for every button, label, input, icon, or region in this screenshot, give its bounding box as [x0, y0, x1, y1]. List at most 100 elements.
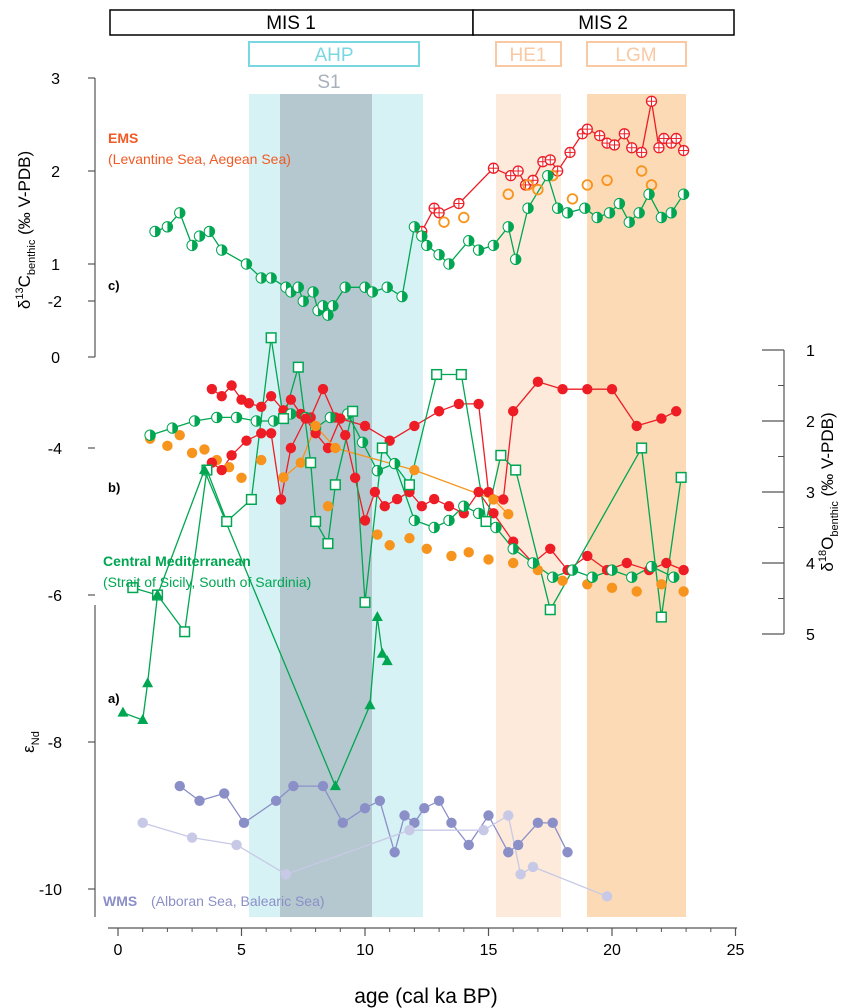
data-point — [349, 472, 361, 483]
data-point-half — [387, 282, 393, 293]
data-point-half — [194, 415, 200, 427]
data-point — [322, 309, 334, 321]
data-point — [488, 508, 499, 519]
data-point — [376, 442, 388, 454]
data-point — [498, 494, 509, 505]
data-point-half — [414, 221, 420, 232]
data-point — [512, 165, 524, 177]
data-point-half — [495, 522, 502, 533]
data-point — [453, 398, 465, 410]
data-point — [310, 420, 321, 432]
data-point — [404, 532, 415, 544]
data-point — [631, 420, 642, 432]
data-point — [655, 611, 667, 623]
data-point — [566, 564, 579, 576]
data-point-half — [261, 272, 267, 284]
b-tick-label: 4 — [806, 556, 815, 573]
data-point — [340, 430, 351, 441]
data-point-half — [515, 254, 521, 265]
he1-box — [495, 41, 562, 67]
data-point — [317, 383, 329, 395]
data-point-half — [236, 412, 242, 423]
b-tick-label: 1 — [806, 343, 815, 360]
data-point — [606, 564, 618, 576]
s1-label: S1 — [317, 72, 340, 93]
data-point — [527, 557, 539, 569]
x-tick-label: 20 — [603, 942, 621, 959]
data-point-half — [468, 235, 474, 246]
data-point — [166, 422, 179, 434]
he1-label: HE1 — [510, 45, 547, 66]
data-point — [381, 655, 393, 666]
data-point — [371, 465, 384, 477]
data-point — [503, 508, 514, 520]
data-point — [544, 604, 556, 616]
data-point — [206, 383, 218, 395]
data-point — [678, 564, 689, 576]
data-point-half — [557, 203, 563, 214]
data-point — [508, 406, 519, 417]
data-point — [211, 411, 223, 424]
data-point — [339, 281, 351, 293]
data-point-half — [332, 300, 339, 312]
data-point — [631, 586, 642, 597]
data-point — [188, 415, 201, 427]
data-point — [127, 582, 139, 594]
data-point — [389, 847, 400, 858]
central-title: Central Mediterranean — [103, 553, 251, 569]
data-point — [509, 253, 522, 266]
data-point — [488, 494, 499, 505]
data-point — [495, 449, 507, 461]
data-point — [324, 411, 337, 424]
data-point — [522, 179, 534, 191]
mis1-label: MIS 1 — [266, 13, 316, 34]
data-point — [635, 146, 648, 159]
data-point — [532, 376, 544, 388]
data-point-half — [290, 408, 297, 420]
data-point — [216, 464, 227, 476]
data-point — [238, 817, 250, 829]
data-point — [463, 235, 475, 247]
data-point — [288, 780, 299, 792]
data-point — [458, 211, 470, 224]
data-point — [174, 780, 185, 792]
data-point-half — [619, 198, 625, 209]
ems-title: EMS — [108, 130, 138, 146]
data-point-half — [629, 216, 635, 228]
b-tick-label: 5 — [806, 627, 815, 644]
data-point — [472, 507, 485, 519]
data-point — [512, 839, 524, 851]
data-point-half — [463, 501, 469, 512]
data-point — [623, 216, 635, 228]
data-point — [162, 440, 173, 452]
data-point — [330, 442, 341, 454]
data-point — [409, 420, 420, 432]
data-point — [300, 413, 311, 424]
data-point — [236, 472, 247, 483]
data-point — [408, 221, 421, 233]
data-point — [603, 207, 616, 219]
data-point-half — [639, 207, 645, 219]
data-point — [562, 847, 573, 858]
data-point — [490, 521, 502, 534]
data-point-half — [671, 207, 677, 219]
mis2-box — [472, 9, 735, 36]
data-point — [564, 146, 576, 159]
data-point — [403, 479, 416, 491]
panel-c-label: c) — [108, 278, 120, 293]
wms-title: WMS — [103, 893, 137, 909]
a-y-axis-title: εNd — [19, 731, 42, 753]
data-point-half — [303, 296, 309, 307]
data-point — [483, 486, 494, 498]
data-point — [179, 626, 191, 638]
data-point — [391, 493, 403, 505]
data-point — [186, 447, 198, 459]
data-point — [203, 225, 216, 238]
data-point — [174, 430, 185, 441]
data-point — [503, 847, 514, 858]
data-point — [566, 193, 579, 205]
data-point — [329, 479, 341, 491]
data-point — [510, 464, 522, 476]
data-point — [265, 428, 277, 439]
